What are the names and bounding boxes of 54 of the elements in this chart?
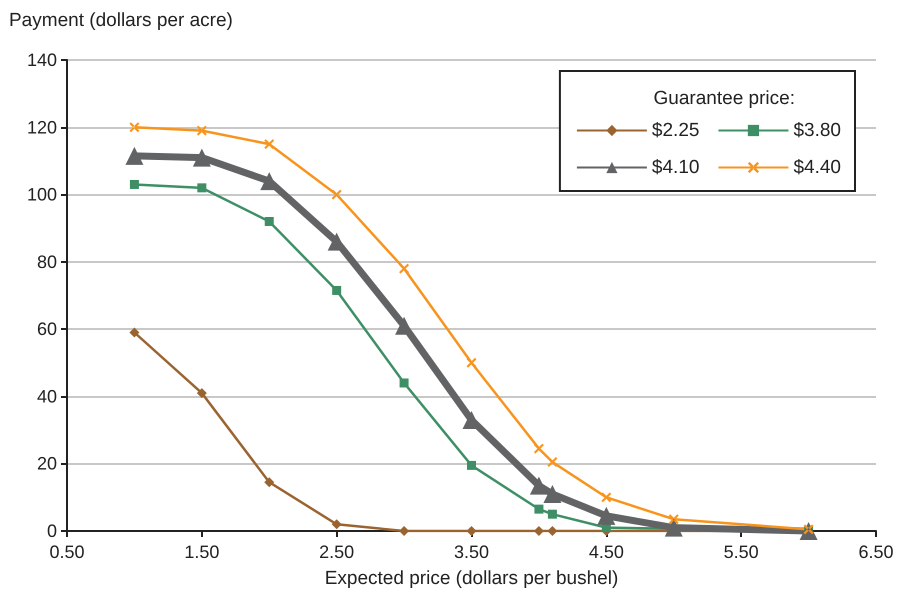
point [664,518,683,537]
y-tick-label: 140 [26,50,57,70]
point [125,146,144,165]
point [264,477,274,488]
point [332,519,342,530]
x-axis-title: Expected price (dollars per bushel) [324,568,618,589]
point [399,264,410,274]
point [332,190,342,200]
point [543,484,562,503]
x-tick-label: 0.50 [49,542,85,562]
point [534,526,544,536]
x-tick-label: 4.50 [588,542,624,562]
x-tick-label: 1.50 [184,542,220,562]
x-tick-label: 2.50 [319,542,354,562]
legend-label: $4.40 [793,157,841,178]
point [129,328,140,338]
y-tick-label: 40 [36,386,57,406]
y-tick-label: 60 [36,319,57,340]
point [332,286,342,295]
y-tick-label: 0 [46,521,57,541]
y-tick-label: 120 [26,117,57,138]
point [547,457,558,468]
point [197,183,206,192]
legend-label: $3.80 [793,120,841,141]
legend-label: $2.25 [652,120,700,141]
point [192,148,211,167]
point [467,460,476,470]
y-axis-title: Payment (dollars per acre) [9,10,233,31]
y-tick-label: 20 [36,454,57,474]
point [534,504,544,514]
point [530,476,548,495]
x-tick-label: 6.50 [858,542,894,562]
point [601,492,612,502]
point [264,139,274,150]
x-tick-label: 5.50 [724,542,759,562]
point [466,526,476,536]
point [547,526,558,536]
y-tick-label: 100 [26,184,57,205]
point [399,526,410,536]
point [196,126,207,136]
point [130,180,139,189]
point [534,444,544,454]
point [668,514,679,524]
y-tick-label: 80 [36,252,57,272]
point [129,122,140,132]
point [264,216,274,226]
point [597,506,616,525]
legend-title: Guarantee price: [653,88,796,109]
point [548,510,557,519]
point [196,388,207,398]
legend-label: $4.10 [652,157,700,178]
point [400,378,409,388]
point [466,358,476,368]
x-tick-label: 3.50 [454,542,490,562]
